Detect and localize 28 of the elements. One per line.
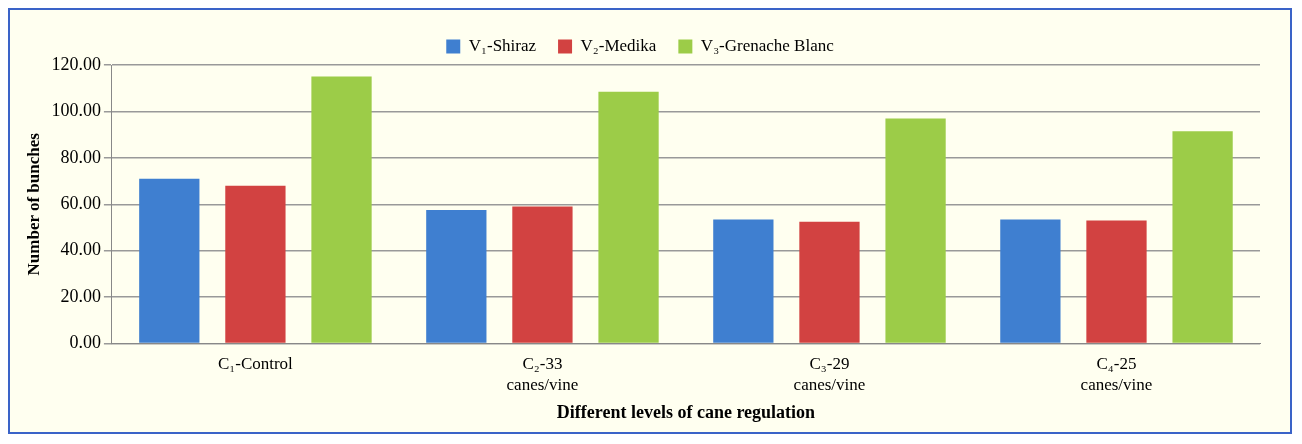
y-tick-label: 40.00 [60,239,101,260]
y-tick-label: 120.00 [51,53,101,74]
legend-label: V₁-Shiraz [468,35,537,55]
x-tick-label: C₂-33 canes/vine [506,354,579,394]
y-tick-label: 0.00 [69,332,101,353]
x-tick-label: C₁-Control [217,354,294,374]
bar [799,221,860,343]
legend-label: V₃-Grenache Blanc [700,35,835,55]
bar [598,91,659,343]
bar [225,185,286,343]
y-tick-label: 20.00 [60,285,101,306]
y-tick-label: 100.00 [51,100,101,121]
bar [512,206,573,343]
y-tick-label: 60.00 [60,193,101,214]
legend-label: V₂-Medika [580,35,657,55]
bar [885,118,946,343]
bar [1086,220,1147,343]
bar [139,178,200,343]
bar [426,210,487,343]
y-axis-title: Number of bunches [23,132,43,276]
x-tick-label: C₃-29 canes/vine [793,354,866,394]
y-tick-label: 80.00 [60,146,101,167]
bar [311,76,372,343]
x-axis-title: Different levels of cane regulation [556,401,816,422]
bar [1000,219,1061,343]
bar [1172,131,1233,343]
x-tick-label: C₄-25 canes/vine [1080,354,1153,394]
bar [713,219,774,343]
